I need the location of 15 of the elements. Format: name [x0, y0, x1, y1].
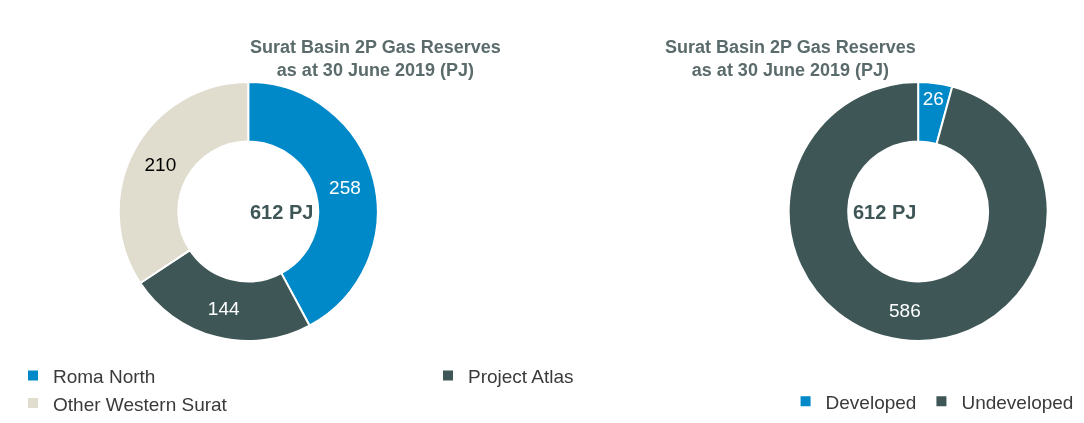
chart-title: Surat Basin 2P Gas Reserves as at 30 June 2019 (PJ)	[250, 37, 501, 81]
legend-label: Undeveloped	[961, 391, 1074, 413]
legend-label: Roma North	[53, 365, 156, 387]
legend-label: Project Atlas	[468, 365, 574, 387]
data-label: 144	[207, 297, 240, 319]
data-label: 586	[889, 299, 921, 321]
donut-slice	[787, 81, 1049, 342]
text: 612 PJ	[853, 201, 917, 223]
chart-title: Surat Basin 2P Gas Reserves as at 30 June 2019 (PJ)	[665, 37, 916, 81]
data-label: 258	[329, 176, 361, 198]
text: 612 PJ	[250, 201, 314, 223]
legend-label: Other Western Surat	[53, 393, 228, 415]
data-label: 26	[922, 87, 944, 109]
data-label: 210	[144, 153, 177, 175]
legend-label: Developed	[825, 391, 917, 413]
